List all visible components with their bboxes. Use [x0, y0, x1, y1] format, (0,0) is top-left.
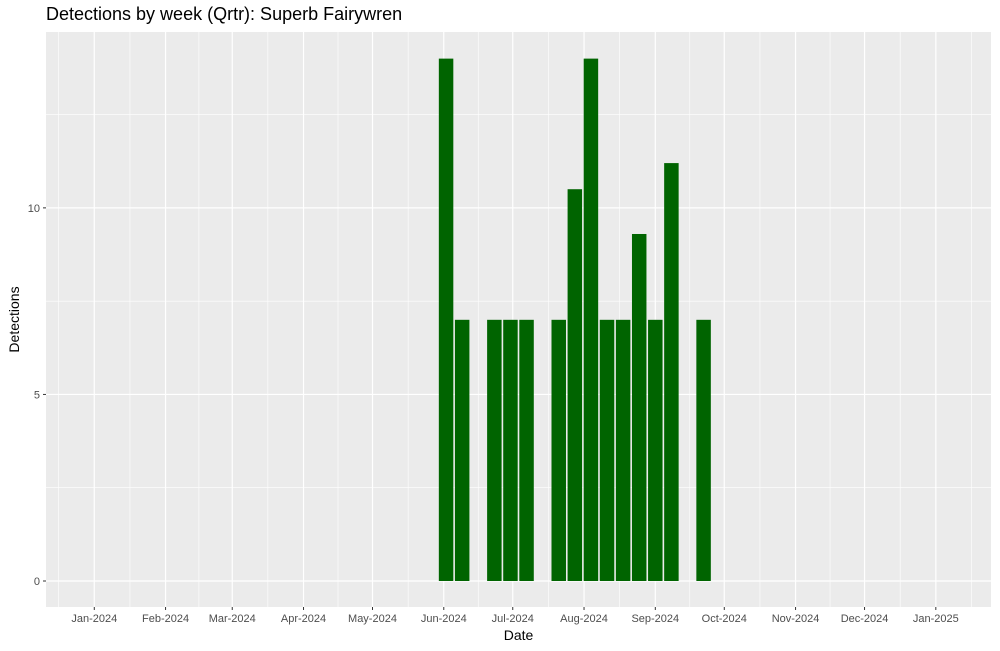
bar-series — [438, 58, 711, 582]
bar — [664, 163, 679, 581]
x-tick-label: Apr-2024 — [281, 613, 326, 625]
major-gridlines-y — [46, 207, 991, 582]
bar — [487, 319, 502, 581]
y-tick-label: 5 — [34, 389, 40, 401]
x-tick-label: Jun-2024 — [421, 613, 467, 625]
y-axis: 0 5 10 — [28, 203, 46, 588]
x-tick-label: Feb-2024 — [142, 613, 189, 625]
bar — [503, 319, 518, 581]
y-tick-label: 0 — [34, 576, 40, 588]
minor-gridlines-y — [46, 114, 991, 489]
bar — [599, 319, 615, 581]
x-axis-title: Date — [504, 627, 534, 643]
x-tick-label: Sep-2024 — [631, 613, 679, 625]
x-axis: Jan-2024 Feb-2024 Mar-2024 Apr-2024 May-2024… — [71, 607, 959, 625]
bar — [519, 319, 534, 581]
bar — [567, 189, 583, 581]
bar — [648, 319, 663, 581]
bar — [631, 233, 647, 581]
x-tick-label: Aug-2024 — [560, 613, 608, 625]
x-tick-label: Nov-2024 — [772, 613, 820, 625]
x-tick-label: Oct-2024 — [702, 613, 747, 625]
x-tick-label: Dec-2024 — [841, 613, 889, 625]
y-axis-title: Detections — [6, 286, 22, 352]
bar — [615, 319, 631, 581]
plot-panel — [46, 32, 991, 607]
x-tick-label: Jan-2024 — [71, 613, 117, 625]
bar — [438, 58, 454, 582]
y-tick-label: 10 — [28, 203, 40, 215]
bar — [551, 319, 566, 581]
x-tick-label: Jan-2025 — [913, 613, 959, 625]
chart-title: Detections by week (Qrtr): Superb Fairyw… — [46, 4, 403, 24]
x-tick-label: Mar-2024 — [209, 613, 256, 625]
bar — [696, 319, 711, 581]
bar — [583, 58, 599, 582]
x-tick-label: Jul-2024 — [492, 613, 534, 625]
bar — [454, 319, 470, 581]
x-tick-label: May-2024 — [348, 613, 397, 625]
